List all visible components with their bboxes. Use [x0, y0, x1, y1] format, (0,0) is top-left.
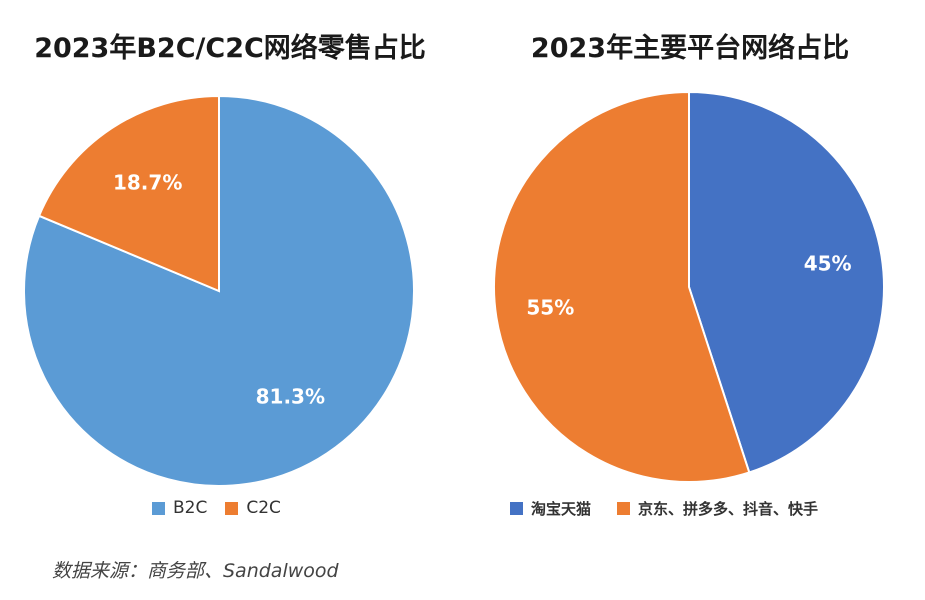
pie-slice-1: [37, 94, 220, 293]
data-label-0: 45%: [804, 252, 852, 276]
chart-title: 2023年主要平台网络占比: [530, 33, 850, 64]
chart-platforms: 2023年主要平台网络占比 45% 55% 淘宝天猫 京东、拼多多、抖音、快手: [470, 0, 925, 540]
legend: B2C C2C: [152, 498, 299, 518]
data-label-1: 18.7%: [113, 170, 182, 194]
data-label-1: 55%: [526, 295, 574, 319]
legend-item-b2c: B2C: [152, 498, 207, 518]
legend: 淘宝天猫 京东、拼多多、抖音、快手: [510, 498, 836, 519]
data-source-note: 数据来源：商务部、Sandalwood: [52, 560, 339, 582]
legend-swatch-others: [617, 502, 631, 515]
legend-label-c2c: C2C: [246, 498, 281, 518]
pie-slice-0: [688, 90, 885, 474]
legend-label-taobao: 淘宝天猫: [531, 500, 592, 518]
legend-item-taobao: 淘宝天猫: [510, 498, 591, 519]
pie-chart-platforms: 45% 55%: [493, 90, 885, 483]
legend-item-c2c: C2C: [225, 498, 281, 518]
legend-label-b2c: B2C: [173, 498, 208, 518]
legend-swatch-taobao: [510, 502, 523, 515]
chart-b2c-c2c: 2023年B2C/C2C网络零售占比 81.3% 18.7% B2C C2C: [0, 0, 450, 540]
data-label-0: 81.3%: [256, 385, 325, 409]
chart-title: 2023年B2C/C2C网络零售占比: [34, 33, 426, 64]
pie-slice-1: [493, 90, 751, 483]
legend-label-others: 京东、拼多多、抖音、快手: [638, 500, 819, 518]
legend-swatch-c2c: [225, 501, 239, 515]
legend-item-others: 京东、拼多多、抖音、快手: [617, 498, 818, 519]
pie-chart-b2c-c2c: 81.3% 18.7%: [23, 94, 415, 487]
legend-swatch-b2c: [152, 501, 165, 515]
